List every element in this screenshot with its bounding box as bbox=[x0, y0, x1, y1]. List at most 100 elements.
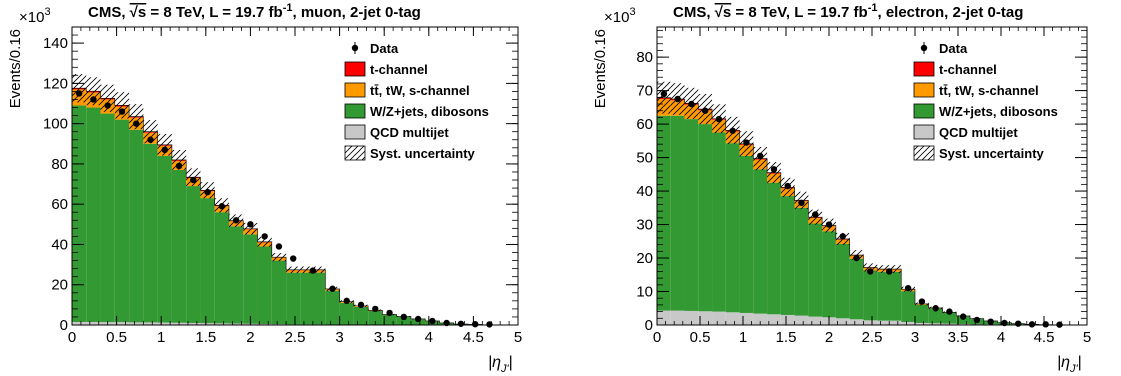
bar-1-17 bbox=[901, 291, 915, 322]
bar-1-16 bbox=[877, 271, 902, 321]
bar-1-15 bbox=[286, 272, 301, 325]
data-point bbox=[688, 100, 695, 108]
exponent-base: ×10 bbox=[19, 9, 44, 26]
y-tick-label: 70 bbox=[636, 83, 653, 100]
bar-0-2 bbox=[684, 310, 699, 325]
legend-entry-label: t-channel bbox=[370, 62, 428, 77]
title-sqrt: √s bbox=[715, 4, 732, 21]
data-point bbox=[218, 203, 226, 210]
bar-1-5 bbox=[143, 143, 158, 323]
data-point bbox=[784, 182, 791, 190]
x-tick-label: 4.5 bbox=[1034, 329, 1055, 346]
data-point bbox=[90, 96, 97, 103]
uncertainty-band-2 bbox=[100, 84, 115, 112]
data-point bbox=[946, 308, 953, 315]
legend-swatch bbox=[344, 103, 366, 119]
data-point bbox=[400, 313, 408, 321]
x-tick-label: 1 bbox=[739, 329, 747, 346]
y-tick-label: 40 bbox=[636, 183, 653, 200]
bar-1-16 bbox=[300, 272, 326, 325]
uncertainty-band-0 bbox=[72, 74, 87, 103]
series-w-z-jets-dibosons bbox=[657, 115, 1053, 325]
chart-title: CMS, √s = 8 TeV, L = 19.7 fb-1, electron… bbox=[673, 2, 1023, 21]
legend-entry-label: tt̄, tW, s-channel bbox=[939, 83, 1039, 98]
x-tick-label: 2 bbox=[246, 329, 254, 346]
bar-0-21 bbox=[956, 323, 971, 325]
bar-1-12 bbox=[822, 231, 836, 318]
x-tick-label: 4 bbox=[997, 329, 1005, 346]
bar-0-19 bbox=[928, 323, 943, 325]
bar-0-13 bbox=[257, 323, 272, 325]
legend-data-marker bbox=[351, 44, 359, 52]
bar-1-13 bbox=[257, 246, 272, 324]
y-tick-label: 80 bbox=[636, 49, 653, 66]
x-tick-label: 3 bbox=[335, 329, 343, 346]
uncertainty-band-3 bbox=[114, 92, 130, 119]
data-point bbox=[1028, 321, 1036, 328]
bar-1-20 bbox=[942, 312, 957, 324]
title-sup: -1 bbox=[283, 2, 293, 14]
data-point bbox=[701, 107, 709, 114]
bar-1-17 bbox=[325, 290, 340, 325]
x-tick-label: 4 bbox=[425, 329, 433, 346]
bar-1-8 bbox=[767, 182, 781, 315]
bar-0-11 bbox=[808, 316, 823, 325]
data-point bbox=[309, 267, 317, 274]
chart-title: CMS, √s = 8 TeV, L = 19.7 fb-1, muon, 2-… bbox=[88, 2, 421, 21]
data-point bbox=[147, 136, 154, 143]
data-point bbox=[290, 255, 297, 262]
data-point bbox=[973, 316, 981, 324]
muon-chart: 0 0.5 1 1.5 2 2.5 3 3.5 4 4.5 5 0 20 40 60 80 100 120 140 E… bbox=[7, 2, 522, 375]
data-point bbox=[798, 199, 805, 206]
x-tick-label: 5 bbox=[514, 329, 522, 346]
bar-1-15 bbox=[863, 270, 878, 321]
title-mid: = 8 TeV, L = 19.7 fb bbox=[146, 4, 282, 21]
data-point bbox=[486, 321, 493, 328]
bar-1-22 bbox=[396, 316, 411, 325]
data-point bbox=[329, 285, 336, 292]
data-point bbox=[932, 305, 939, 312]
uncertainty-band-8 bbox=[767, 161, 781, 184]
y-tick-label: 30 bbox=[636, 217, 653, 234]
x-tick-label: 3 bbox=[911, 329, 919, 346]
bar-1-3 bbox=[114, 119, 130, 323]
bar-1-8 bbox=[186, 186, 201, 323]
legend-entry-label: QCD multijet bbox=[370, 125, 449, 140]
data-point bbox=[904, 284, 912, 292]
bar-1-9 bbox=[780, 196, 795, 315]
data-point bbox=[867, 268, 874, 275]
bar-0-9 bbox=[780, 314, 795, 325]
y-tick-label: 20 bbox=[51, 277, 68, 294]
y-tick-label: 80 bbox=[51, 156, 68, 173]
plot-area bbox=[657, 81, 1067, 325]
y-tick-label: 60 bbox=[636, 116, 653, 133]
uncertainty-band-14 bbox=[271, 253, 287, 262]
legend-entry-label: Syst. uncertainty bbox=[939, 146, 1045, 161]
uncertainty-band-15 bbox=[286, 266, 301, 274]
bar-0-10 bbox=[794, 315, 809, 325]
x-tick-label: 2.5 bbox=[285, 329, 306, 346]
bar-0-1 bbox=[86, 321, 101, 325]
bar-0-17 bbox=[901, 321, 915, 325]
data-point bbox=[457, 320, 465, 327]
legend-entry-label: W/Z+jets, dibosons bbox=[370, 104, 489, 119]
data-point bbox=[261, 233, 268, 240]
x-tick-label: 1.5 bbox=[776, 329, 797, 346]
x-tick-label: 2 bbox=[825, 329, 833, 346]
title-tail: , electron, 2-jet 0-tag bbox=[878, 4, 1024, 21]
data-point bbox=[161, 146, 168, 154]
data-point bbox=[175, 162, 183, 170]
legend-swatch bbox=[913, 103, 935, 119]
bar-1-9 bbox=[200, 198, 215, 324]
x-label-end: | bbox=[509, 354, 513, 371]
data-point bbox=[133, 120, 140, 127]
x-tick-label: 0.5 bbox=[106, 329, 127, 346]
exponent-power: 3 bbox=[44, 6, 50, 18]
x-tick-label: 3.5 bbox=[948, 329, 969, 346]
bar-1-5 bbox=[725, 143, 740, 313]
data-point bbox=[343, 297, 350, 305]
y-tick-label: 100 bbox=[43, 116, 68, 133]
y-tick-label: 40 bbox=[51, 236, 68, 253]
uncertainty-band-5 bbox=[143, 120, 158, 144]
uncertainty-band-13 bbox=[257, 236, 272, 247]
